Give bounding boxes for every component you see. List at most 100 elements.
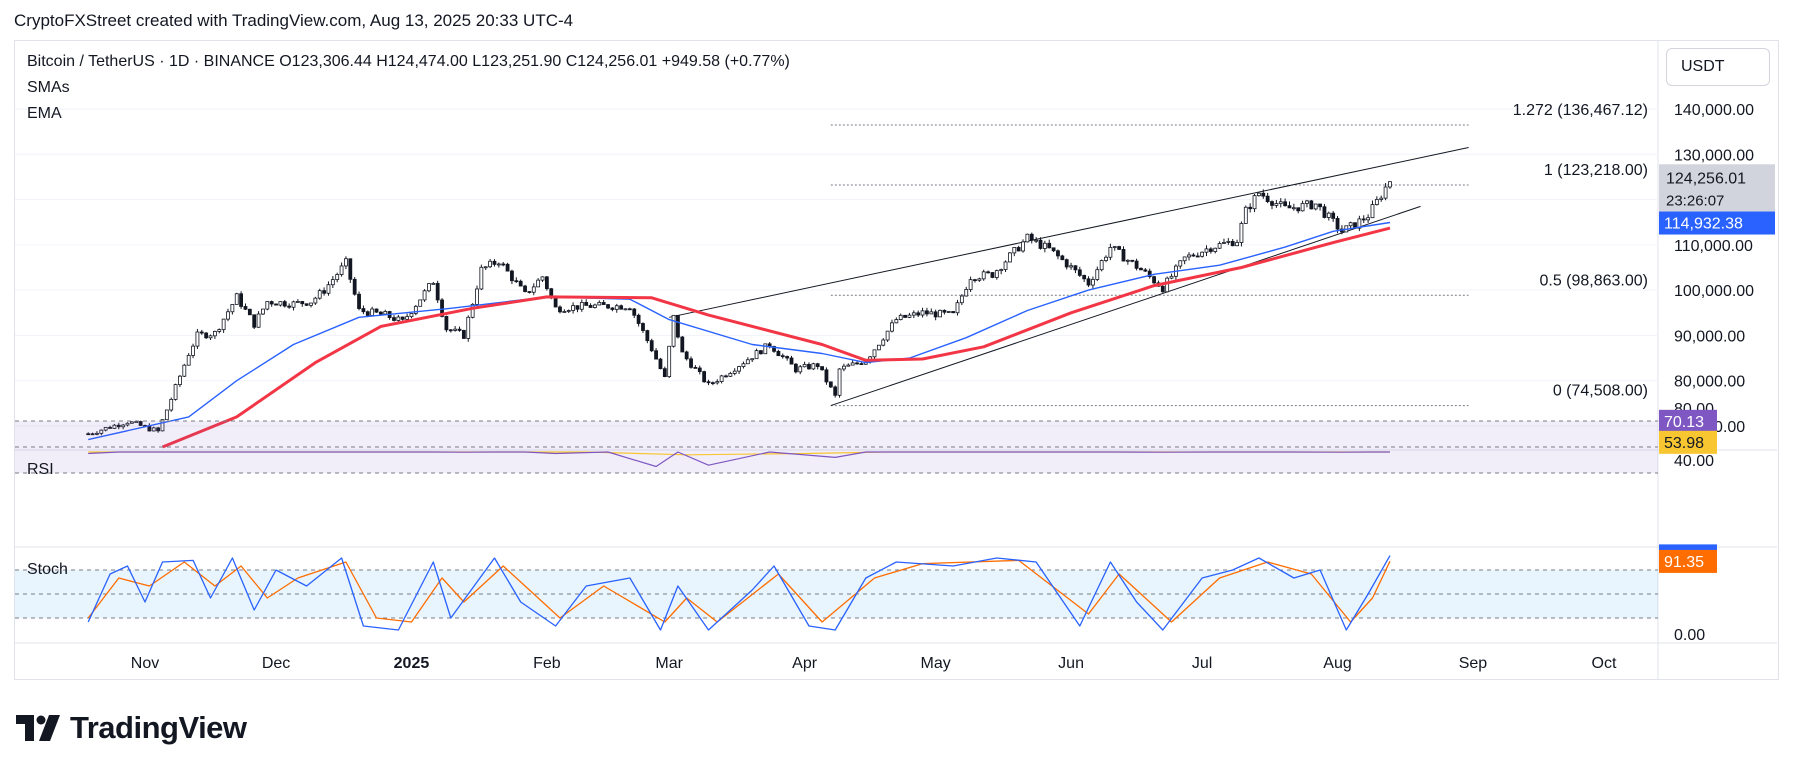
candle-down [1248,206,1253,210]
candle-down [116,424,121,428]
candle-up [1112,246,1117,248]
candle-up [1021,241,1025,252]
candle-up [1222,242,1226,244]
candle-up [872,349,877,358]
candle-down [951,311,956,314]
candle-up [479,266,484,290]
candle-down [514,280,519,283]
candle-down [1086,278,1091,286]
candle-up [842,365,846,370]
candle-down [90,433,95,436]
candle-down [1082,274,1087,280]
candle-up [1243,206,1248,224]
currency-selector[interactable]: USDT [1666,48,1770,86]
candle-down [632,308,637,316]
candle-down [1130,259,1135,262]
candle-down [1265,195,1270,202]
candle-up [737,366,741,372]
candle-down [86,433,91,436]
candle-down [361,308,366,313]
candle-up [745,359,750,365]
tradingview-logo[interactable]: TradingView [16,708,247,748]
sma-legend[interactable]: SMAs [27,79,70,96]
tradingview-logo-text: TradingView [70,710,247,745]
rsi-band-fill [15,421,1658,473]
candle-up [317,290,322,299]
candle-up [1095,269,1100,280]
candle-up [876,344,881,351]
candle-up [562,311,567,313]
candle-up [496,263,501,266]
candle-up [195,331,200,347]
price-tick-label: 90,000.00 [1674,328,1745,345]
candle-down [544,276,549,290]
candle-up [1204,248,1209,253]
candle-up [475,288,479,305]
candle-down [680,336,685,353]
candle-down [1152,276,1156,284]
candle-down [457,328,462,331]
candle-down [706,381,711,384]
rsi-value: 70.13 [1664,414,1704,431]
candle-down [287,305,292,308]
candle-up [1226,241,1231,243]
candle-down [925,310,929,315]
candle-down [859,363,864,365]
candle-up [1217,243,1222,249]
candle-down [649,340,654,352]
candle-up [881,339,886,346]
candle-up [750,358,755,361]
candle-up [811,363,816,370]
candle-up [344,258,348,267]
candle-down [252,314,257,328]
candle-up [1178,260,1183,267]
candle-down [204,332,209,339]
candle-up [850,362,855,366]
candle-up [208,335,213,339]
sma-price-tag [1659,211,1775,235]
candle-down [282,301,287,307]
symbol-legend[interactable]: Bitcoin / TetherUS · 1D · BINANCE O123,3… [27,53,790,70]
candle-up [1169,275,1174,279]
candle-up [1012,247,1017,254]
candle-up [898,314,903,320]
candle-down [697,367,702,372]
candle-down [658,358,663,370]
stoch-pane-label[interactable]: Stoch [27,561,68,578]
candle-up [191,345,195,356]
candle-up [217,329,222,332]
candle-down [789,357,794,365]
candle-up [1348,222,1353,227]
candle-down [627,308,632,311]
candle-up [911,312,916,316]
candle-up [994,270,999,278]
candle-down [1139,267,1143,271]
candle-up [623,308,628,311]
candle-down [1191,254,1196,257]
candle-down [724,375,728,378]
rsi-pane-label[interactable]: RSI [27,461,54,478]
candle-up [732,370,737,374]
candle-down [492,260,497,265]
candle-down [1160,285,1165,293]
candle-up [396,316,401,321]
candle-down [1335,217,1340,230]
sma-line [88,221,1391,441]
candle-up [418,299,423,307]
time-tick-label: Nov [131,655,159,672]
candle-up [178,375,182,385]
last-price-tag-value: 124,256.01 [1666,170,1746,187]
candle-down [378,311,383,315]
ema-legend[interactable]: EMA [27,105,62,122]
candle-down [357,293,361,309]
candle-down [1134,260,1139,269]
rsi-ma-value-tag [1659,430,1717,454]
candle-up [121,424,126,428]
candle-down [365,311,370,316]
candle-up [999,269,1004,272]
candle-up [112,424,117,429]
candle-up [1165,277,1170,293]
candle-up [1379,197,1384,200]
candle-down [1073,265,1078,271]
